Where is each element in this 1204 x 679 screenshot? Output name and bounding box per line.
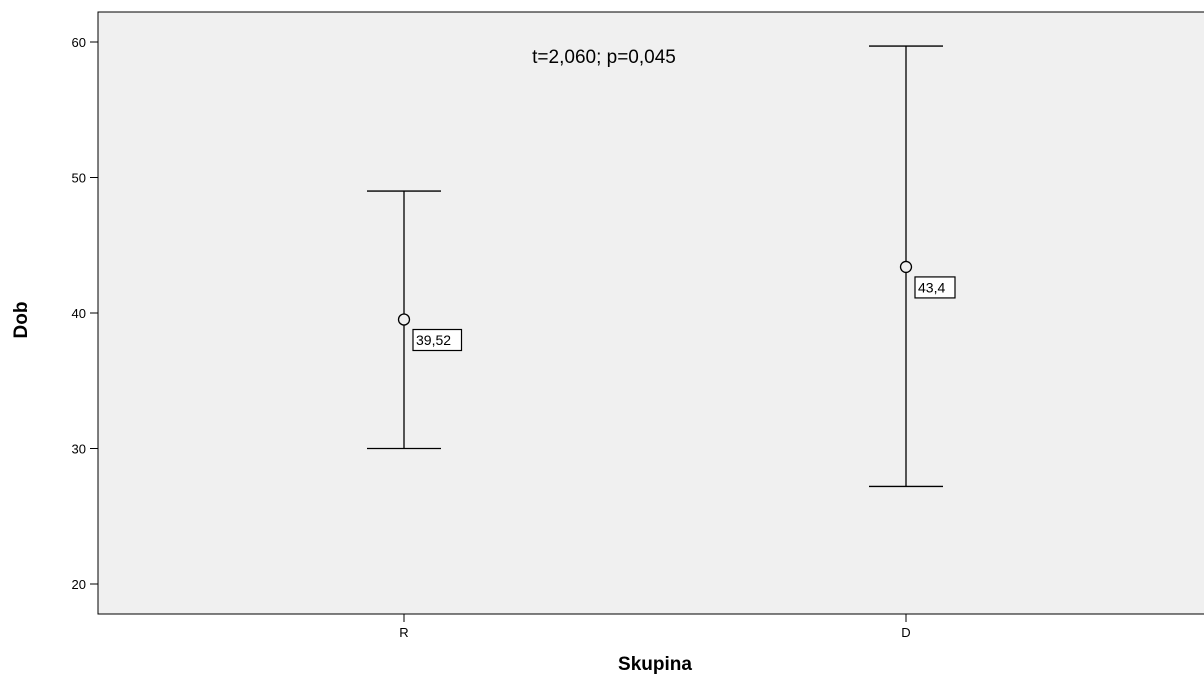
mean-marker-D: [899, 260, 913, 274]
y-axis: 20 30 40 50 60: [72, 35, 98, 592]
y-tick-label-30: 30: [72, 442, 86, 457]
mean-label-box-D: [914, 276, 956, 299]
mean-label-R: 39,52: [416, 332, 451, 348]
test-statistic-annotation: t=2,060; p=0,045: [532, 47, 676, 68]
plot-area: [97, 11, 1204, 615]
y-tick-label-60: 60: [72, 35, 86, 50]
x-axis-title: Skupina: [618, 654, 692, 675]
y-tick-label-40: 40: [72, 306, 86, 321]
mean-label-D: 43,4: [918, 279, 945, 295]
error-bars: 39,52 43,4: [367, 45, 956, 488]
mean-marker-R: [397, 313, 411, 326]
x-tick-label-D: D: [901, 625, 910, 640]
y-tick-label-50: 50: [72, 171, 86, 186]
mean-label-box-R: [412, 328, 463, 352]
y-tick-label-20: 20: [72, 577, 86, 592]
error-bar-D: 43,4: [869, 45, 956, 488]
error-bar-R: 39,52: [367, 190, 463, 450]
x-tick-label-R: R: [399, 625, 408, 640]
y-axis-title: Dob: [11, 302, 32, 339]
